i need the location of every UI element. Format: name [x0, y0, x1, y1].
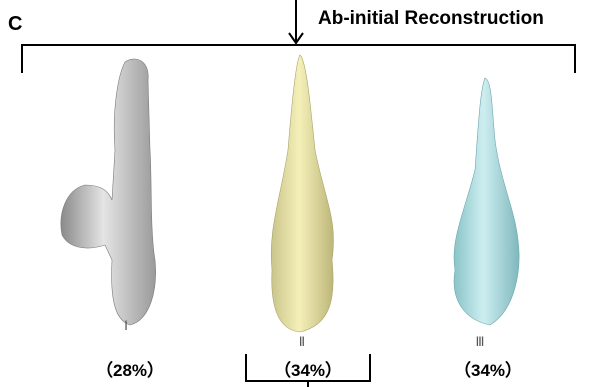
- panel-label: C: [8, 13, 22, 35]
- density-map-3: [454, 78, 519, 325]
- class-numeral: Ⅰ: [124, 318, 128, 333]
- title: Ab-initial Reconstruction: [318, 8, 544, 29]
- class-percent: （34%）: [454, 360, 522, 380]
- density-map-2: [271, 55, 333, 332]
- class-numeral: Ⅲ: [476, 334, 485, 349]
- density-map-1: [61, 59, 156, 325]
- class-numeral: Ⅱ: [299, 334, 305, 349]
- figure-panel: C Ab-initial Reconstruction Ⅰ Ⅱ Ⅲ （28%） …: [0, 0, 603, 387]
- class-percent: （28%）: [96, 360, 164, 380]
- class-percent: （34%）: [274, 360, 342, 380]
